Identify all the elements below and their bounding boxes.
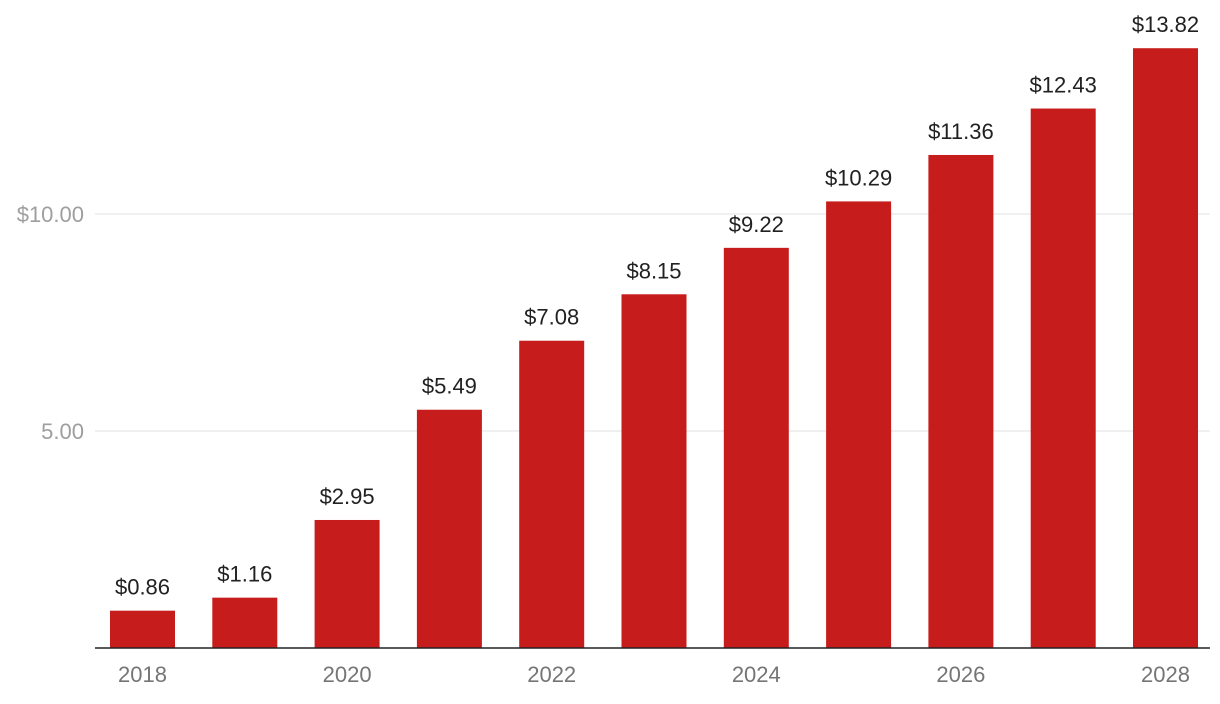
data-label: $1.16: [217, 562, 272, 587]
bar: [723, 247, 789, 649]
bar: [110, 610, 175, 648]
data-labels: $0.86 $1.16 $2.95 $5.49 $7.08 $8.15 $9.22 $10.2…: [115, 12, 1199, 599]
x-tick-label: 2020: [323, 662, 372, 687]
data-label: $13.82: [1132, 12, 1199, 37]
data-label: $8.15: [626, 258, 681, 283]
y-tick-label: 5.00: [41, 419, 84, 444]
bar: [1030, 108, 1096, 648]
data-label: $12.43: [1030, 73, 1097, 98]
y-axis-ticks: 5.00 $10.00: [17, 202, 84, 444]
data-label: $9.22: [729, 212, 784, 237]
data-label: $7.08: [524, 305, 579, 330]
y-tick-label: $10.00: [17, 202, 84, 227]
data-label: $11.36: [928, 119, 994, 144]
data-label: $0.86: [115, 575, 170, 600]
data-label: $2.95: [320, 484, 375, 509]
bar: [826, 201, 892, 648]
x-axis-ticks: 2018 2020 2022 2024 2026 2028: [118, 662, 1190, 687]
bar: [212, 597, 278, 648]
x-tick-label: 2026: [936, 662, 985, 687]
bars: [110, 48, 1198, 649]
bar: [416, 409, 482, 648]
x-tick-label: 2024: [732, 662, 781, 687]
bar: [621, 294, 687, 648]
bar: [314, 519, 380, 648]
x-tick-label: 2018: [118, 662, 167, 687]
bar: [519, 340, 585, 648]
x-tick-label: 2028: [1141, 662, 1190, 687]
data-label: $5.49: [422, 374, 477, 399]
bar: [928, 154, 994, 648]
x-tick-label: 2022: [527, 662, 576, 687]
data-label: $10.29: [825, 165, 892, 190]
bar: [1133, 48, 1198, 649]
